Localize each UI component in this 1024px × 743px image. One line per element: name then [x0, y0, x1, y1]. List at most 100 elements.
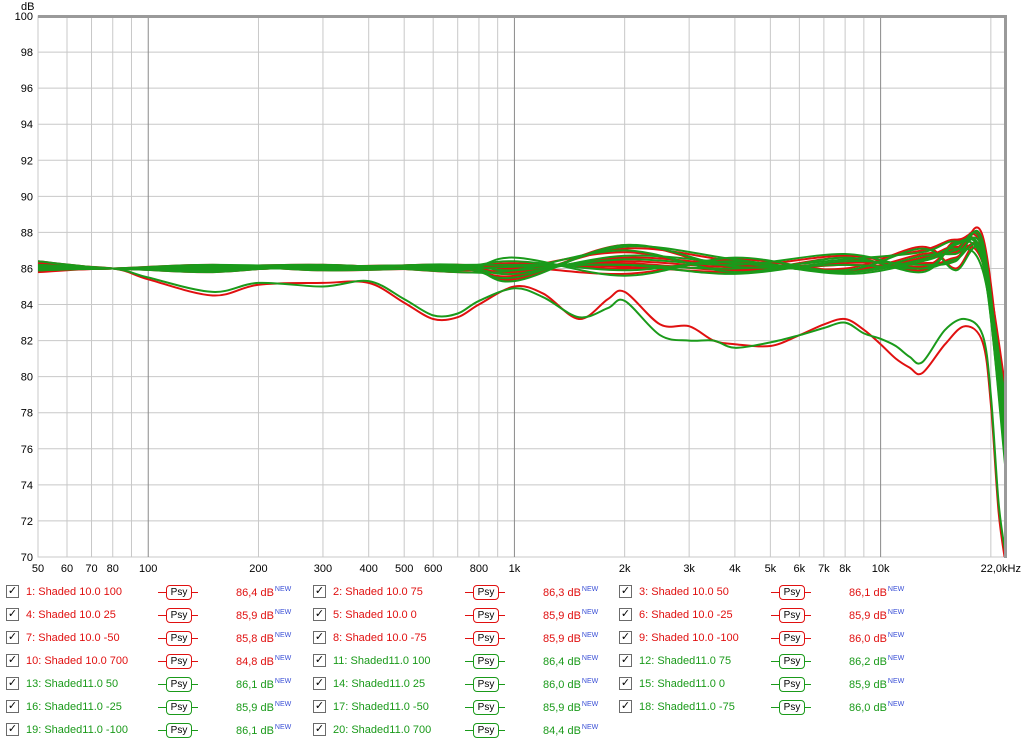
- legend-item: ✓ 5: Shaded 10.0 0 Psy 85,9 dBNEW: [313, 606, 613, 626]
- series-visibility-checkbox[interactable]: ✓: [619, 608, 632, 621]
- series-legend: ✓ 1: Shaded 10.0 100 Psy 86,4 dBNEW ✓ 2: Shad…: [0, 580, 1024, 743]
- x-tick-label: 5k: [765, 563, 777, 575]
- legend-series-name: 19: Shaded11.0 -100: [26, 724, 128, 736]
- x-tick-label: 300: [314, 563, 332, 575]
- series-visibility-checkbox[interactable]: ✓: [313, 608, 326, 621]
- legend-series-name: 20: Shaded11.0 700: [333, 724, 432, 736]
- series-visibility-checkbox[interactable]: ✓: [6, 723, 19, 736]
- legend-series-name: 12: Shaded11.0 75: [639, 655, 732, 667]
- legend-series-level: 85,9 dBNEW: [236, 609, 291, 622]
- new-tag: NEW: [274, 724, 292, 731]
- psy-smoothing-button[interactable]: Psy: [158, 585, 198, 600]
- legend-series-name: 4: Shaded 10.0 25: [26, 609, 116, 621]
- legend-level-value: 85,9 dB: [543, 702, 581, 714]
- x-tick-label: 2k: [619, 563, 631, 575]
- psy-label: Psy: [166, 677, 192, 692]
- legend-item: ✓ 12: Shaded11.0 75 Psy 86,2 dBNEW: [619, 652, 919, 672]
- legend-series-level: 84,4 dBNEW: [543, 724, 598, 737]
- legend-series-level: 85,9 dBNEW: [543, 609, 598, 622]
- psy-smoothing-button[interactable]: Psy: [158, 631, 198, 646]
- psy-smoothing-button[interactable]: Psy: [158, 723, 198, 738]
- x-tick-label: 200: [249, 563, 267, 575]
- psy-label: Psy: [473, 654, 499, 669]
- legend-series-name: 15: Shaded11.0 0: [639, 678, 726, 690]
- series-visibility-checkbox[interactable]: ✓: [313, 677, 326, 690]
- legend-series-name: 1: Shaded 10.0 100: [26, 586, 123, 598]
- legend-series-name: 16: Shaded11.0 -25: [26, 701, 122, 713]
- series-visibility-checkbox[interactable]: ✓: [313, 585, 326, 598]
- series-visibility-checkbox[interactable]: ✓: [619, 700, 632, 713]
- psy-label: Psy: [473, 700, 499, 715]
- series-visibility-checkbox[interactable]: ✓: [313, 654, 326, 667]
- series-lines: [38, 226, 1006, 557]
- psy-smoothing-button[interactable]: Psy: [771, 631, 811, 646]
- new-tag: NEW: [274, 609, 292, 616]
- series-visibility-checkbox[interactable]: ✓: [6, 700, 19, 713]
- chart-svg: 100 98 96 94 92 90 88 86 84 82 80 78 76 74 72 70 50 60 70…: [15, 1, 1021, 575]
- psy-smoothing-button[interactable]: Psy: [465, 585, 505, 600]
- legend-item: ✓ 16: Shaded11.0 -25 Psy 85,9 dBNEW: [6, 698, 306, 718]
- psy-smoothing-button[interactable]: Psy: [158, 700, 198, 715]
- series-visibility-checkbox[interactable]: ✓: [6, 608, 19, 621]
- psy-smoothing-button[interactable]: Psy: [465, 631, 505, 646]
- series-visibility-checkbox[interactable]: ✓: [619, 585, 632, 598]
- x-tick-label: 80: [107, 563, 119, 575]
- new-tag: NEW: [581, 701, 599, 708]
- psy-smoothing-button[interactable]: Psy: [465, 677, 505, 692]
- psy-smoothing-button[interactable]: Psy: [158, 654, 198, 669]
- legend-series-name: 17: Shaded11.0 -50: [333, 701, 429, 713]
- series-line: [38, 245, 1006, 460]
- new-tag: NEW: [274, 678, 292, 685]
- series-visibility-checkbox[interactable]: ✓: [619, 654, 632, 667]
- y-tick-label: 70: [21, 552, 33, 564]
- psy-smoothing-button[interactable]: Psy: [771, 585, 811, 600]
- series-line: [38, 230, 1006, 449]
- psy-label: Psy: [166, 631, 192, 646]
- legend-series-level: 85,8 dBNEW: [236, 632, 291, 645]
- psy-smoothing-button[interactable]: Psy: [465, 700, 505, 715]
- psy-smoothing-button[interactable]: Psy: [465, 654, 505, 669]
- psy-smoothing-button[interactable]: Psy: [771, 700, 811, 715]
- series-visibility-checkbox[interactable]: ✓: [313, 723, 326, 736]
- legend-item: ✓ 9: Shaded 10.0 -100 Psy 86,0 dBNEW: [619, 629, 919, 649]
- legend-series-level: 86,1 dBNEW: [849, 586, 904, 599]
- legend-series-name: 9: Shaded 10.0 -100: [639, 632, 739, 644]
- series-visibility-checkbox[interactable]: ✓: [6, 654, 19, 667]
- psy-smoothing-button[interactable]: Psy: [465, 723, 505, 738]
- psy-label: Psy: [473, 608, 499, 623]
- new-tag: NEW: [274, 586, 292, 593]
- legend-series-name: 11: Shaded11.0 100: [333, 655, 431, 667]
- psy-smoothing-button[interactable]: Psy: [771, 654, 811, 669]
- series-visibility-checkbox[interactable]: ✓: [313, 631, 326, 644]
- psy-smoothing-button[interactable]: Psy: [771, 677, 811, 692]
- new-tag: NEW: [887, 586, 905, 593]
- series-visibility-checkbox[interactable]: ✓: [6, 585, 19, 598]
- psy-smoothing-button[interactable]: Psy: [158, 608, 198, 623]
- series-visibility-checkbox[interactable]: ✓: [619, 677, 632, 690]
- legend-series-name: 14: Shaded11.0 25: [333, 678, 426, 690]
- legend-series-level: 86,1 dBNEW: [236, 724, 291, 737]
- y-tick-label: 80: [21, 372, 33, 384]
- y-tick-label: 72: [21, 516, 33, 528]
- legend-level-value: 85,9 dB: [543, 633, 581, 645]
- legend-level-value: 85,9 dB: [849, 610, 887, 622]
- series-visibility-checkbox[interactable]: ✓: [313, 700, 326, 713]
- legend-item: ✓ 10: Shaded 10.0 700 Psy 84,8 dBNEW: [6, 652, 306, 672]
- psy-smoothing-button[interactable]: Psy: [771, 608, 811, 623]
- series-visibility-checkbox[interactable]: ✓: [6, 677, 19, 690]
- psy-label: Psy: [166, 723, 192, 738]
- series-visibility-checkbox[interactable]: ✓: [6, 631, 19, 644]
- new-tag: NEW: [887, 632, 905, 639]
- y-tick-label: 76: [21, 444, 33, 456]
- psy-smoothing-button[interactable]: Psy: [158, 677, 198, 692]
- legend-series-level: 85,9 dBNEW: [543, 701, 598, 714]
- legend-item: ✓ 8: Shaded 10.0 -75 Psy 85,9 dBNEW: [313, 629, 613, 649]
- legend-level-value: 86,1 dB: [849, 587, 887, 599]
- y-tick-label: 98: [21, 47, 33, 59]
- legend-series-name: 10: Shaded 10.0 700: [26, 655, 129, 667]
- legend-item: ✓ 20: Shaded11.0 700 Psy 84,4 dBNEW: [313, 721, 613, 741]
- psy-smoothing-button[interactable]: Psy: [465, 608, 505, 623]
- y-tick-label: 78: [21, 408, 33, 420]
- legend-item: ✓ 7: Shaded 10.0 -50 Psy 85,8 dBNEW: [6, 629, 306, 649]
- series-visibility-checkbox[interactable]: ✓: [619, 631, 632, 644]
